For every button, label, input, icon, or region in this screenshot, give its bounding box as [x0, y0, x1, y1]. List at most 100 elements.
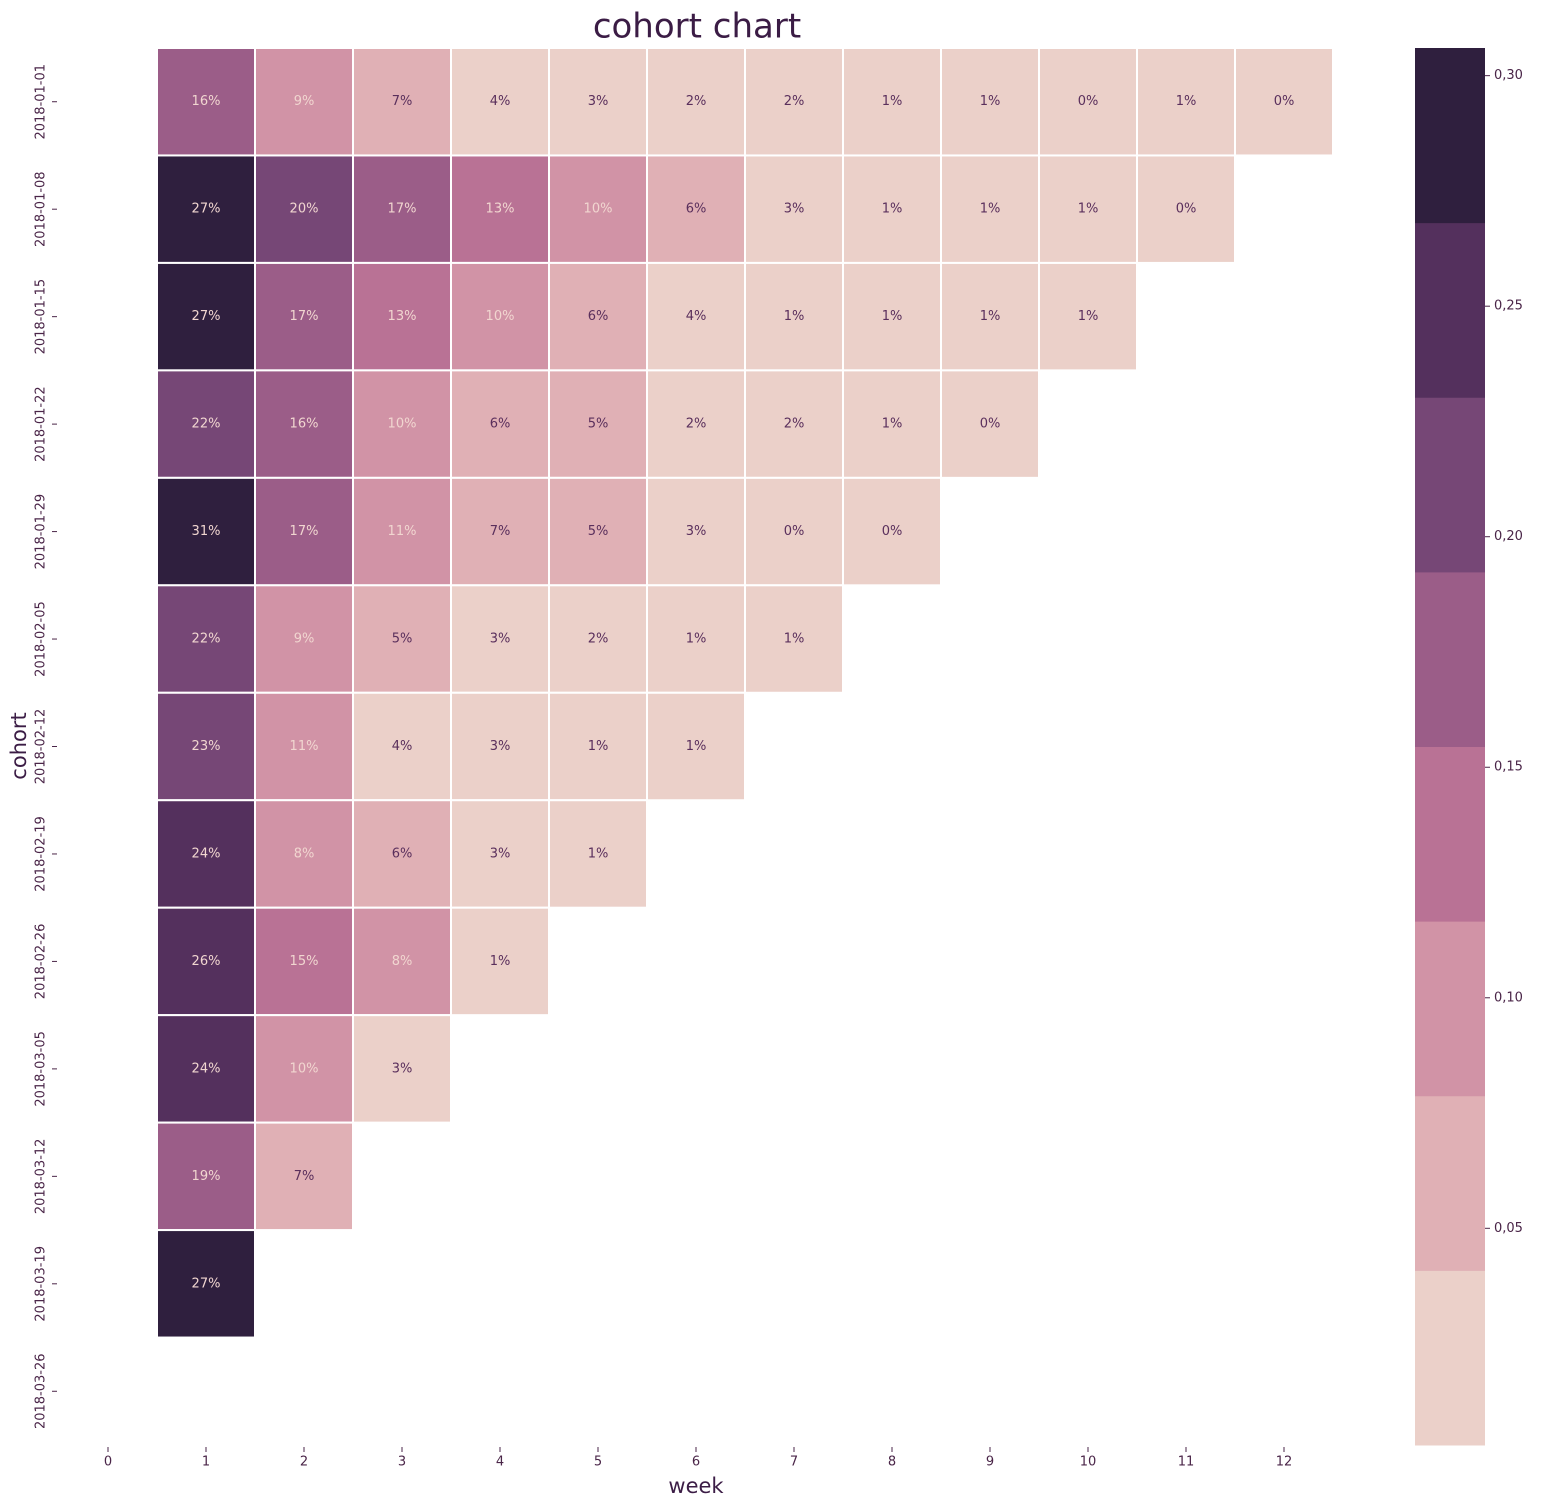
cell-label: 27% — [192, 1276, 221, 1291]
cell-label: 1% — [980, 94, 1001, 109]
cell-label: 5% — [588, 417, 609, 432]
cell-label: 31% — [192, 524, 221, 539]
heatmap-cell — [744, 476, 844, 587]
cell-label: 24% — [192, 1061, 221, 1076]
y-tick-label: 2018-03-19 — [34, 1246, 49, 1322]
heatmap-cell — [744, 154, 844, 264]
heatmap-cell — [254, 47, 354, 157]
cell-label: 2% — [686, 417, 707, 432]
cell-label: 26% — [192, 954, 221, 969]
y-tick-label: 2018-01-08 — [34, 171, 49, 247]
cell-label: 1% — [588, 739, 609, 754]
heatmap-cell — [744, 584, 844, 694]
heatmap-cell — [842, 154, 942, 264]
cell-label: 16% — [192, 94, 221, 109]
cell-label: 8% — [294, 846, 315, 861]
cell-label: 6% — [588, 309, 609, 324]
colorbar-tick-label: 0,10 — [1494, 990, 1523, 1005]
cell-label: 16% — [290, 417, 319, 432]
cell-label: 1% — [882, 309, 903, 324]
cell-label: 4% — [490, 94, 511, 109]
cell-label: 1% — [882, 202, 903, 217]
colorbar-band — [1415, 222, 1485, 398]
x-tick-label: 9 — [986, 1455, 994, 1470]
heatmap-cell — [646, 584, 746, 694]
cell-label: 13% — [388, 309, 417, 324]
x-tick-label: 2 — [300, 1455, 308, 1470]
cell-label: 7% — [490, 524, 511, 539]
cell-label: 3% — [686, 524, 707, 539]
cell-label: 2% — [784, 94, 805, 109]
heatmap-cell — [450, 584, 550, 694]
x-tick-label: 4 — [496, 1455, 504, 1470]
heatmap-cell — [352, 369, 452, 479]
heatmap-cell — [450, 476, 550, 587]
heatmap-cell — [646, 154, 746, 264]
colorbar-band — [1415, 1270, 1485, 1446]
cell-label: 1% — [1078, 202, 1099, 217]
heatmap-cell — [254, 691, 354, 802]
colorbar-tick-label: 0,30 — [1494, 68, 1523, 83]
heatmap-cell — [254, 1121, 354, 1232]
cell-label: 1% — [784, 632, 805, 647]
colorbar-tick-label: 0,15 — [1494, 760, 1523, 775]
heatmap-cell — [450, 261, 550, 372]
heatmap-cell — [548, 476, 648, 587]
heatmap-cell — [1234, 47, 1334, 157]
cell-label: 2% — [784, 417, 805, 432]
cell-label: 23% — [192, 739, 221, 754]
cell-label: 3% — [490, 632, 511, 647]
cell-label: 3% — [588, 94, 609, 109]
cell-label: 11% — [388, 524, 417, 539]
heatmap-cell — [352, 1014, 452, 1124]
cell-label: 3% — [490, 739, 511, 754]
colorbar-tick-label: 0,25 — [1494, 299, 1523, 314]
heatmap-cell — [352, 584, 452, 694]
cell-label: 0% — [1176, 202, 1197, 217]
cell-label: 1% — [784, 309, 805, 324]
heatmap-cell — [450, 369, 550, 479]
heatmap-cell — [450, 691, 550, 802]
cell-label: 22% — [192, 417, 221, 432]
heatmap-cell — [352, 47, 452, 157]
cell-label: 10% — [388, 417, 417, 432]
cell-label: 20% — [290, 202, 319, 217]
colorbar-tick-label: 0,05 — [1494, 1221, 1523, 1236]
heatmap-cell — [254, 154, 354, 264]
heatmap-cell — [1136, 154, 1236, 264]
heatmap-cell — [450, 154, 550, 264]
y-tick-label: 2018-01-01 — [34, 64, 49, 140]
cell-label: 5% — [588, 524, 609, 539]
heatmap-cell — [1038, 261, 1138, 372]
heatmap-cell — [1038, 154, 1138, 264]
heatmap-cell — [548, 584, 648, 694]
cell-label: 15% — [290, 954, 319, 969]
x-tick-label: 0 — [104, 1455, 112, 1470]
cell-label: 22% — [192, 632, 221, 647]
cell-label: 3% — [392, 1061, 413, 1076]
x-tick-label: 7 — [790, 1455, 798, 1470]
cell-label: 2% — [588, 632, 609, 647]
cell-label: 1% — [980, 309, 1001, 324]
cell-label: 0% — [1274, 94, 1295, 109]
colorbar-band — [1415, 921, 1485, 1097]
heatmap-cell — [842, 47, 942, 157]
cell-label: 4% — [392, 739, 413, 754]
heatmap-cell — [156, 906, 256, 1017]
heatmap-cell — [940, 369, 1040, 479]
heatmap-cell — [744, 369, 844, 479]
colorbar-band — [1415, 397, 1485, 573]
cell-label: 1% — [980, 202, 1001, 217]
heatmap-cell — [352, 799, 452, 909]
y-tick-label: 2018-01-15 — [34, 279, 49, 355]
heatmap-cell — [156, 799, 256, 909]
heatmap-cell — [646, 476, 746, 587]
y-tick-label: 2018-02-05 — [34, 601, 49, 677]
cell-label: 10% — [486, 309, 515, 324]
heatmap-cell — [156, 476, 256, 587]
cell-label: 3% — [784, 202, 805, 217]
y-tick-label: 2018-02-19 — [34, 816, 49, 892]
cell-label: 0% — [980, 417, 1001, 432]
heatmap-cell — [646, 47, 746, 157]
